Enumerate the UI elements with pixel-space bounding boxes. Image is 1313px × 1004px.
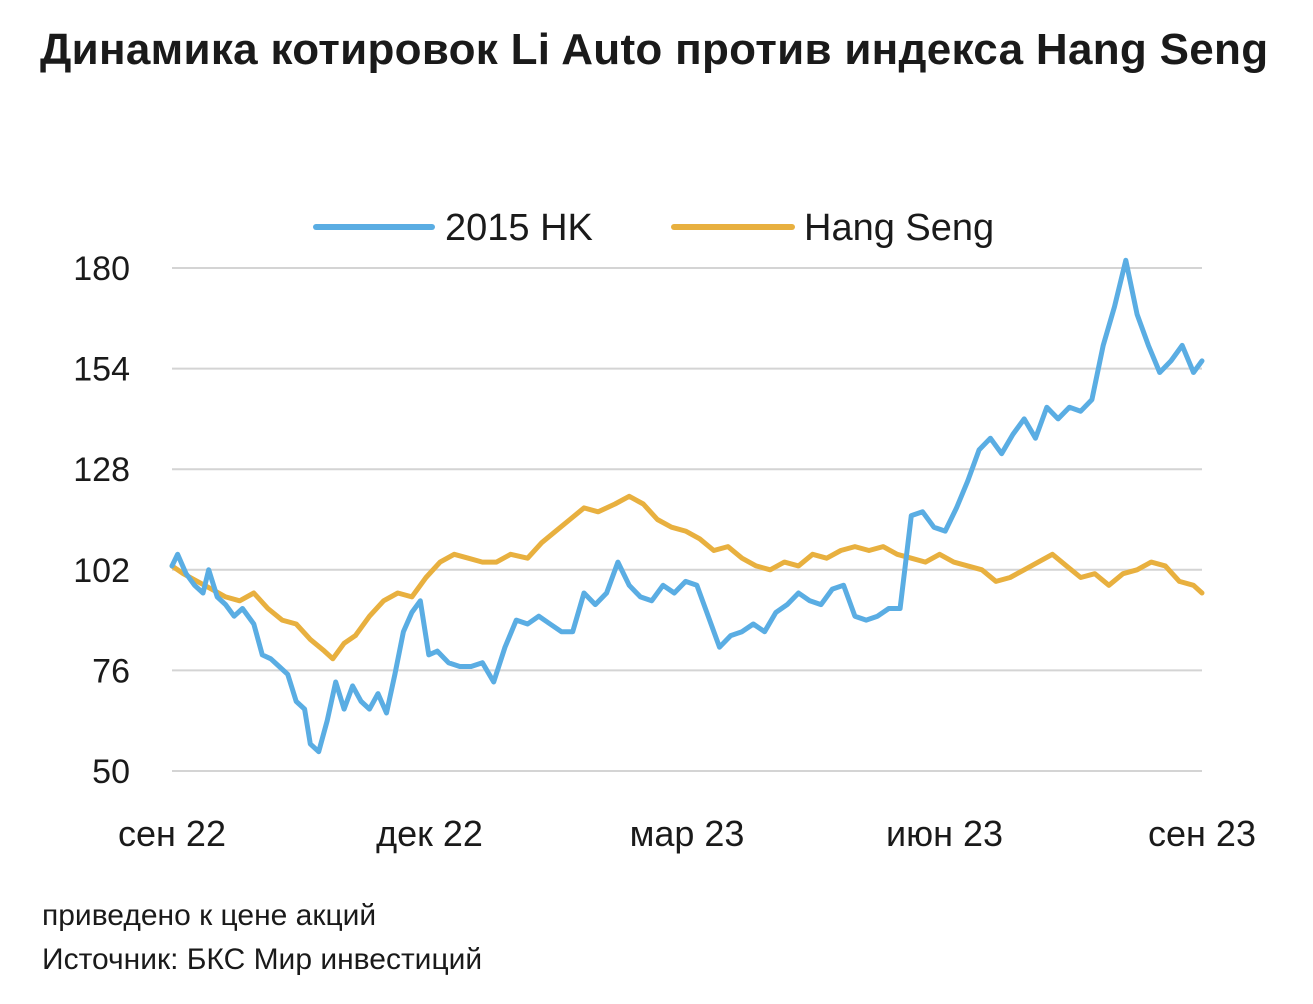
gridlines <box>172 267 1202 772</box>
y-tick-label: 154 <box>73 351 130 389</box>
legend: 2015 HK Hang Seng <box>313 207 994 249</box>
source-note: Источник: БКС Мир инвестиций <box>42 943 483 976</box>
x-tick-label: дек 22 <box>376 813 483 854</box>
series-line-0 <box>169 257 1205 755</box>
series-line-1 <box>169 493 1205 662</box>
x-axis-tick-labels: сен 22 дек 22 мар 23 июн 23 сен 23 <box>118 813 1256 854</box>
y-tick-label: 76 <box>92 652 130 690</box>
footnote: приведено к цене акций <box>42 899 377 932</box>
y-tick-label: 50 <box>92 753 130 791</box>
y-tick-label: 180 <box>73 250 130 288</box>
x-tick-label: сен 23 <box>1148 813 1256 854</box>
x-tick-label: июн 23 <box>886 813 1003 854</box>
chart-title: Динамика котировок Li Auto против индекс… <box>40 25 1269 74</box>
x-tick-label: сен 22 <box>118 813 226 854</box>
y-tick-label: 128 <box>73 451 130 489</box>
y-tick-label: 102 <box>73 552 130 590</box>
legend-label: 2015 HK <box>445 207 593 249</box>
y-axis-tick-labels: 50 76 102 128 154 180 <box>73 250 130 791</box>
series-lines <box>169 257 1205 755</box>
x-tick-label: мар 23 <box>630 813 745 854</box>
legend-label: Hang Seng <box>804 207 994 249</box>
